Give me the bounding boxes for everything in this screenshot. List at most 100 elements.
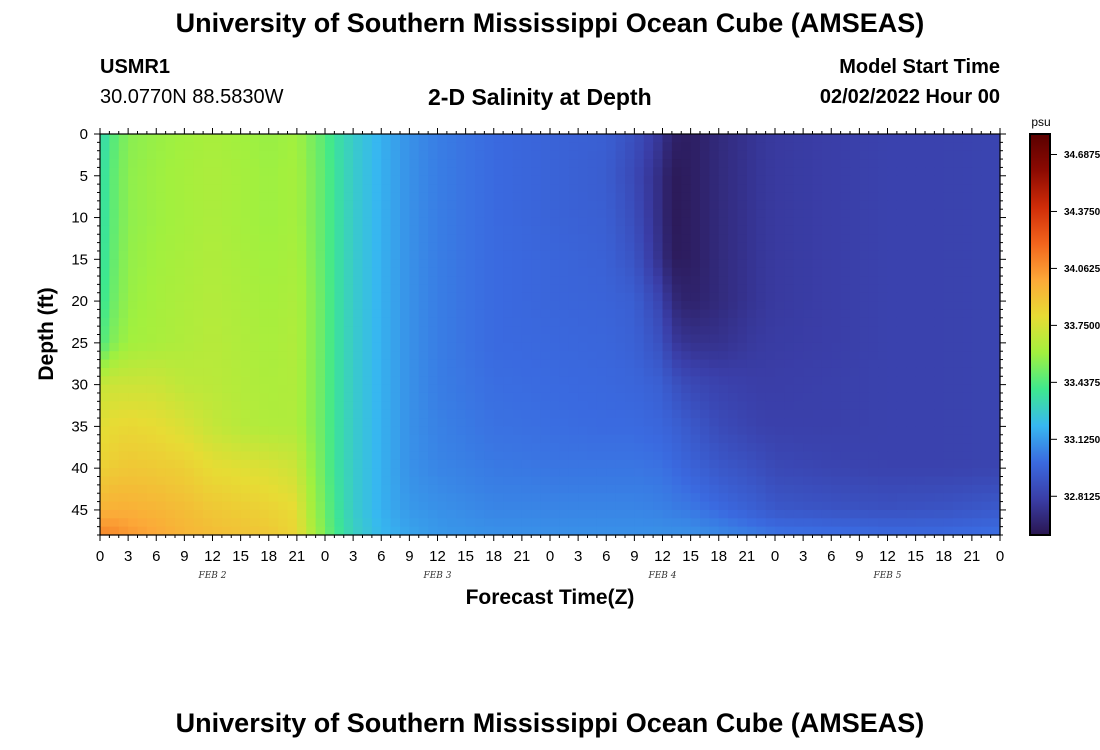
heatmap-cell <box>746 217 757 227</box>
heatmap-cell <box>831 175 842 185</box>
heatmap-cell <box>540 217 551 227</box>
heatmap-cell <box>418 384 429 394</box>
heatmap-cell <box>784 351 795 361</box>
heatmap-cell <box>221 150 232 160</box>
heatmap-cell <box>559 259 570 269</box>
heatmap-cell <box>390 484 401 494</box>
heatmap-cell <box>812 284 823 294</box>
heatmap-cell <box>568 376 579 386</box>
heatmap-cell <box>475 326 485 336</box>
heatmap-cell <box>109 159 120 169</box>
heatmap-cell <box>737 468 748 478</box>
heatmap-cell <box>625 150 635 160</box>
heatmap-cell <box>868 209 879 219</box>
x-tick-label: 12 <box>204 548 221 565</box>
heatmap-cell <box>596 392 607 402</box>
heatmap-cell <box>212 276 223 285</box>
heatmap-cell <box>906 250 917 260</box>
heatmap-cell <box>578 267 589 277</box>
heatmap-cell <box>953 250 964 260</box>
heatmap-cell <box>512 384 523 394</box>
heatmap-cell <box>587 242 598 252</box>
heatmap-cell <box>250 250 260 260</box>
heatmap-cell <box>906 443 917 453</box>
heatmap-cell <box>756 326 767 336</box>
x-tick-label: 0 <box>996 548 1004 565</box>
heatmap-cell <box>343 200 354 210</box>
heatmap-cell <box>925 376 935 386</box>
heatmap-cell <box>146 526 157 536</box>
heatmap-cell <box>896 501 907 511</box>
x-tick-label: 9 <box>180 548 188 565</box>
heatmap-cell <box>971 484 982 494</box>
heatmap-cell <box>221 526 232 536</box>
heatmap-cell <box>250 334 260 344</box>
heatmap-cell <box>250 501 260 511</box>
heatmap-cell <box>475 292 485 302</box>
heatmap-cell <box>981 334 992 344</box>
heatmap-cell <box>128 426 139 436</box>
heatmap-cell <box>559 509 570 519</box>
heatmap-cell <box>325 142 335 152</box>
heatmap-cell <box>278 526 289 536</box>
heatmap-cell <box>896 225 907 235</box>
heatmap-cell <box>578 434 589 444</box>
heatmap-cell <box>578 192 589 202</box>
heatmap-cell <box>259 309 270 319</box>
heatmap-cell <box>531 426 542 436</box>
heatmap-cell <box>240 468 251 478</box>
heatmap-cell <box>128 451 139 461</box>
heatmap-cell <box>437 217 448 227</box>
heatmap-cell <box>100 376 110 386</box>
heatmap-cell <box>953 184 964 194</box>
heatmap-cell <box>606 134 617 143</box>
heatmap-cell <box>840 468 851 478</box>
colorbar-tick-label: 34.3750 <box>1064 207 1100 218</box>
heatmap-cell <box>934 192 945 202</box>
heatmap-cell <box>850 426 860 436</box>
heatmap-cell <box>493 392 504 402</box>
heatmap-cell <box>634 209 645 219</box>
heatmap-cell <box>493 276 504 285</box>
heatmap-cell <box>915 443 926 453</box>
heatmap-cell <box>334 167 345 177</box>
heatmap-cell <box>240 476 251 486</box>
heatmap-cell <box>325 476 335 486</box>
heatmap-cell <box>765 142 776 152</box>
heatmap-cell <box>390 192 401 202</box>
heatmap-cell <box>681 526 692 536</box>
heatmap-cell <box>493 476 504 486</box>
heatmap-cell <box>259 468 270 478</box>
heatmap-cell <box>278 301 289 311</box>
heatmap-cell <box>212 443 223 453</box>
heatmap-cell <box>540 384 551 394</box>
heatmap-cell <box>203 367 214 377</box>
heatmap-cell <box>971 326 982 336</box>
heatmap-cell <box>268 184 279 194</box>
heatmap-cell <box>615 401 626 411</box>
heatmap-cell <box>784 159 795 169</box>
heatmap-cell <box>268 217 279 227</box>
x-tick-label: 12 <box>879 548 896 565</box>
heatmap-cell <box>671 309 682 319</box>
heatmap-cell <box>737 209 748 219</box>
heatmap-cell <box>371 384 382 394</box>
heatmap-cell <box>409 284 420 294</box>
heatmap-cell <box>521 200 532 210</box>
heatmap-cell <box>934 401 945 411</box>
heatmap-cell <box>812 342 823 352</box>
heatmap-cell <box>343 493 354 503</box>
heatmap-cell <box>559 484 570 494</box>
heatmap-cell <box>465 326 476 336</box>
heatmap-cell <box>278 276 289 285</box>
heatmap-cell <box>550 367 560 377</box>
heatmap-cell <box>700 292 710 302</box>
heatmap-cell <box>943 392 954 402</box>
heatmap-cell <box>156 192 167 202</box>
heatmap-cell <box>531 326 542 336</box>
heatmap-cell <box>878 209 889 219</box>
heatmap-cell <box>775 468 785 478</box>
heatmap-cell <box>503 225 514 235</box>
heatmap-cell <box>971 242 982 252</box>
heatmap-cell <box>831 284 842 294</box>
